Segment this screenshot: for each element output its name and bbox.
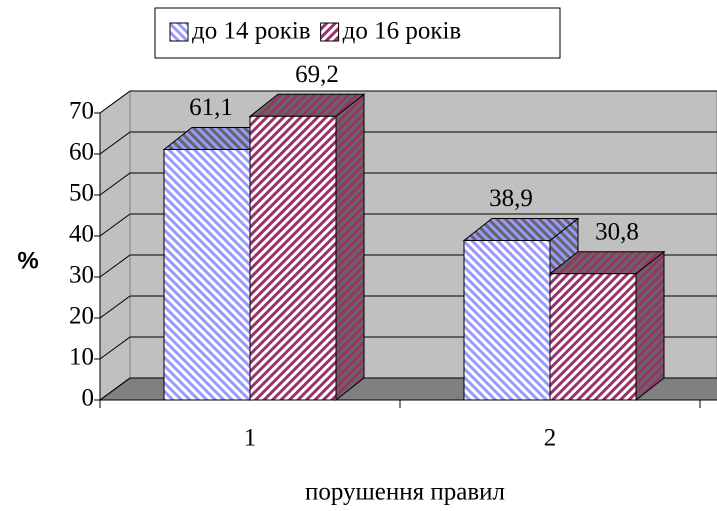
grid-line xyxy=(99,377,131,401)
bar xyxy=(548,250,666,402)
legend-box xyxy=(154,7,561,59)
bar-front xyxy=(463,240,551,401)
y-tick-label: 0 xyxy=(82,385,95,412)
y-tick-label: 60 xyxy=(69,139,94,166)
y-axis-label: % xyxy=(17,247,38,274)
legend-label: до 14 років xyxy=(192,18,311,45)
grid-line xyxy=(99,336,131,360)
y-tick-label: 50 xyxy=(69,180,94,207)
value-label: 38,9 xyxy=(489,185,533,212)
grid-line xyxy=(99,213,131,237)
grid-line xyxy=(99,295,131,319)
grid-line xyxy=(99,90,131,114)
legend: до 14 років до 16 років xyxy=(154,7,561,59)
legend-swatch xyxy=(320,22,340,42)
bar-side xyxy=(635,250,665,402)
legend-swatch xyxy=(169,22,189,42)
y-tick-label: 10 xyxy=(69,344,94,371)
value-label: 61,1 xyxy=(189,94,233,121)
y-tick-label: 20 xyxy=(69,303,94,330)
x-tick-label: 1 xyxy=(244,425,257,452)
legend-label: до 16 років xyxy=(343,18,462,45)
side-wall xyxy=(99,90,131,401)
y-tick-label: 30 xyxy=(69,262,94,289)
x-tick-label: 2 xyxy=(544,425,557,452)
bar-side xyxy=(335,93,365,402)
grid-line xyxy=(99,254,131,278)
bar xyxy=(248,93,366,402)
value-label: 69,2 xyxy=(295,61,339,88)
grid-line xyxy=(99,131,131,155)
bar-front xyxy=(249,115,337,401)
x-axis-label: порушення правил xyxy=(305,479,505,506)
y-tick-label: 40 xyxy=(69,221,94,248)
grid-line xyxy=(99,172,131,196)
bar-front xyxy=(163,148,251,401)
y-tick-label: 70 xyxy=(69,98,94,125)
bar-front xyxy=(549,273,637,401)
value-label: 30,8 xyxy=(595,218,639,245)
